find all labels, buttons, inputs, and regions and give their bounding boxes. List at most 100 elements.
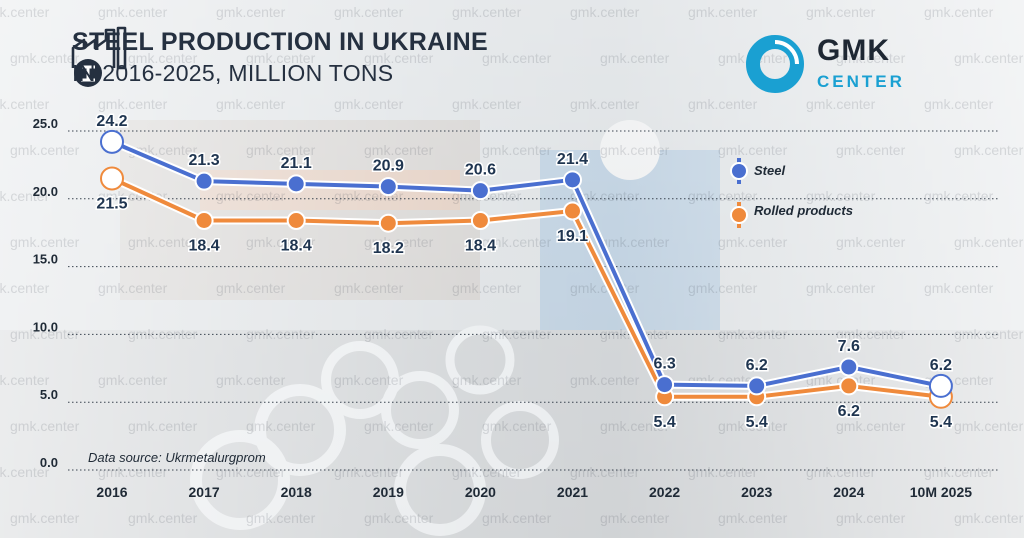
watermark-text: gmk.center (570, 188, 640, 204)
chart-title: STEEL PRODUCTION IN UKRAINE (72, 28, 488, 56)
x-tick-label: 2019 (373, 484, 404, 500)
data-label-rolled-products: 21.5 (96, 195, 127, 212)
watermark-text: gmk.center (836, 510, 906, 526)
data-point-steel (470, 181, 490, 201)
x-tick-label: 2024 (833, 484, 864, 500)
series-line-rolled-products (111, 176, 942, 399)
watermark-text: gmk.center (0, 4, 50, 20)
watermark-text: gmk.center (954, 142, 1024, 158)
watermark-text: gmk.center (216, 4, 286, 20)
watermark-text: gmk.center (718, 418, 788, 434)
data-point-rolled-products (563, 201, 582, 221)
watermark-text: gmk.center (600, 418, 670, 434)
logo-sub: CENTER (817, 72, 905, 91)
watermark-text: gmk.center (718, 142, 788, 158)
watermark-text: gmk.center (806, 4, 876, 20)
watermark-text: gmk.center (452, 280, 522, 296)
watermark-text: gmk.center (954, 418, 1024, 434)
watermark-text: gmk.center (718, 510, 788, 526)
watermark-text: gmk.center (334, 464, 404, 480)
data-label-steel: 21.3 (189, 152, 220, 169)
data-point-steel (100, 129, 124, 154)
watermark-text: gmk.center (364, 510, 434, 526)
watermark-text: gmk.center (806, 96, 876, 112)
watermark-text: gmk.center (482, 418, 552, 434)
watermark-text: gmk.center (98, 372, 168, 388)
data-point-rolled-products (470, 210, 490, 230)
watermark-text: gmk.center (334, 372, 404, 388)
data-point-steel (839, 357, 859, 377)
data-label-steel: 21.1 (281, 155, 312, 172)
watermark-text: gmk.center (600, 234, 670, 250)
data-label-steel: 24.2 (96, 113, 127, 130)
logo-mark-icon (746, 35, 804, 93)
data-label-rolled-products: 18.4 (465, 237, 496, 254)
watermark-text: gmk.center (216, 96, 286, 112)
data-label-steel: 6.2 (746, 357, 768, 374)
data-source-note: Data source: Ukrmetalurgprom (88, 450, 266, 465)
x-tick-label: 2022 (649, 484, 680, 500)
watermark-text: gmk.center (10, 418, 80, 434)
watermark-text: gmk.center (836, 142, 906, 158)
watermark-text: gmk.center (452, 372, 522, 388)
data-label-steel: 6.3 (653, 356, 675, 373)
watermark-text: gmk.center (0, 464, 50, 480)
watermark-text: gmk.center (924, 280, 994, 296)
gmk-center-logo: GMK CENTER (745, 34, 955, 94)
watermark-text: gmk.center (924, 4, 994, 20)
watermark-text: gmk.center (98, 280, 168, 296)
data-label-rolled-products: 18.4 (189, 237, 220, 254)
watermark-text: gmk.center (600, 142, 670, 158)
watermark-text: gmk.center (452, 96, 522, 112)
data-point-steel (194, 171, 214, 191)
watermark-text: gmk.center (924, 96, 994, 112)
data-label-steel: 7.6 (838, 338, 860, 355)
watermark-text: gmk.center (334, 280, 404, 296)
watermark-text: gmk.center (98, 4, 168, 20)
watermark-text: gmk.center (718, 234, 788, 250)
watermark-text: gmk.center (924, 188, 994, 204)
series-line-steel (111, 140, 942, 388)
watermark-text: gmk.center (246, 418, 316, 434)
data-label-rolled-products: 18.4 (281, 237, 312, 254)
series-line-outline (110, 138, 942, 390)
watermark-text: gmk.center (806, 188, 876, 204)
watermark-text: gmk.center (10, 510, 80, 526)
watermark-text: gmk.center (806, 280, 876, 296)
watermark-text: gmk.center (10, 234, 80, 250)
watermark-text: gmk.center (0, 96, 50, 112)
data-point-rolled-products (194, 210, 214, 230)
watermark-text: gmk.center (806, 464, 876, 480)
watermark-text: gmk.center (452, 4, 522, 20)
watermark-text: gmk.center (364, 418, 434, 434)
data-label-steel: 20.6 (465, 162, 496, 179)
watermark-text: gmk.center (836, 326, 906, 342)
watermark-text: gmk.center (246, 510, 316, 526)
data-label-steel: 6.2 (930, 357, 952, 374)
watermark-text: gmk.center (688, 280, 758, 296)
watermark-text: gmk.center (10, 326, 80, 342)
watermark-text: gmk.center (128, 50, 198, 66)
watermark-text: gmk.center (482, 234, 552, 250)
watermark-text: gmk.center (128, 418, 198, 434)
x-tick-label: 2020 (465, 484, 496, 500)
watermark-text: gmk.center (954, 510, 1024, 526)
watermark-text: gmk.center (216, 372, 286, 388)
data-point-steel (747, 376, 767, 396)
data-point-steel (928, 373, 953, 398)
watermark-text: gmk.center (0, 372, 50, 388)
watermark-text: gmk.center (216, 464, 286, 480)
data-label-steel: 20.9 (373, 158, 404, 175)
watermark-text: gmk.center (570, 464, 640, 480)
legend-label-steel: Steel (754, 163, 786, 178)
watermark-text: gmk.center (600, 50, 670, 66)
y-tick-label: 20.0 (33, 184, 58, 199)
watermark-text: gmk.center (98, 464, 168, 480)
y-tick-label: 15.0 (33, 252, 58, 267)
data-point-steel (655, 375, 675, 395)
watermark-text: gmk.center (98, 96, 168, 112)
watermark-text: gmk.center (334, 4, 404, 20)
watermark-text: gmk.center (246, 234, 316, 250)
